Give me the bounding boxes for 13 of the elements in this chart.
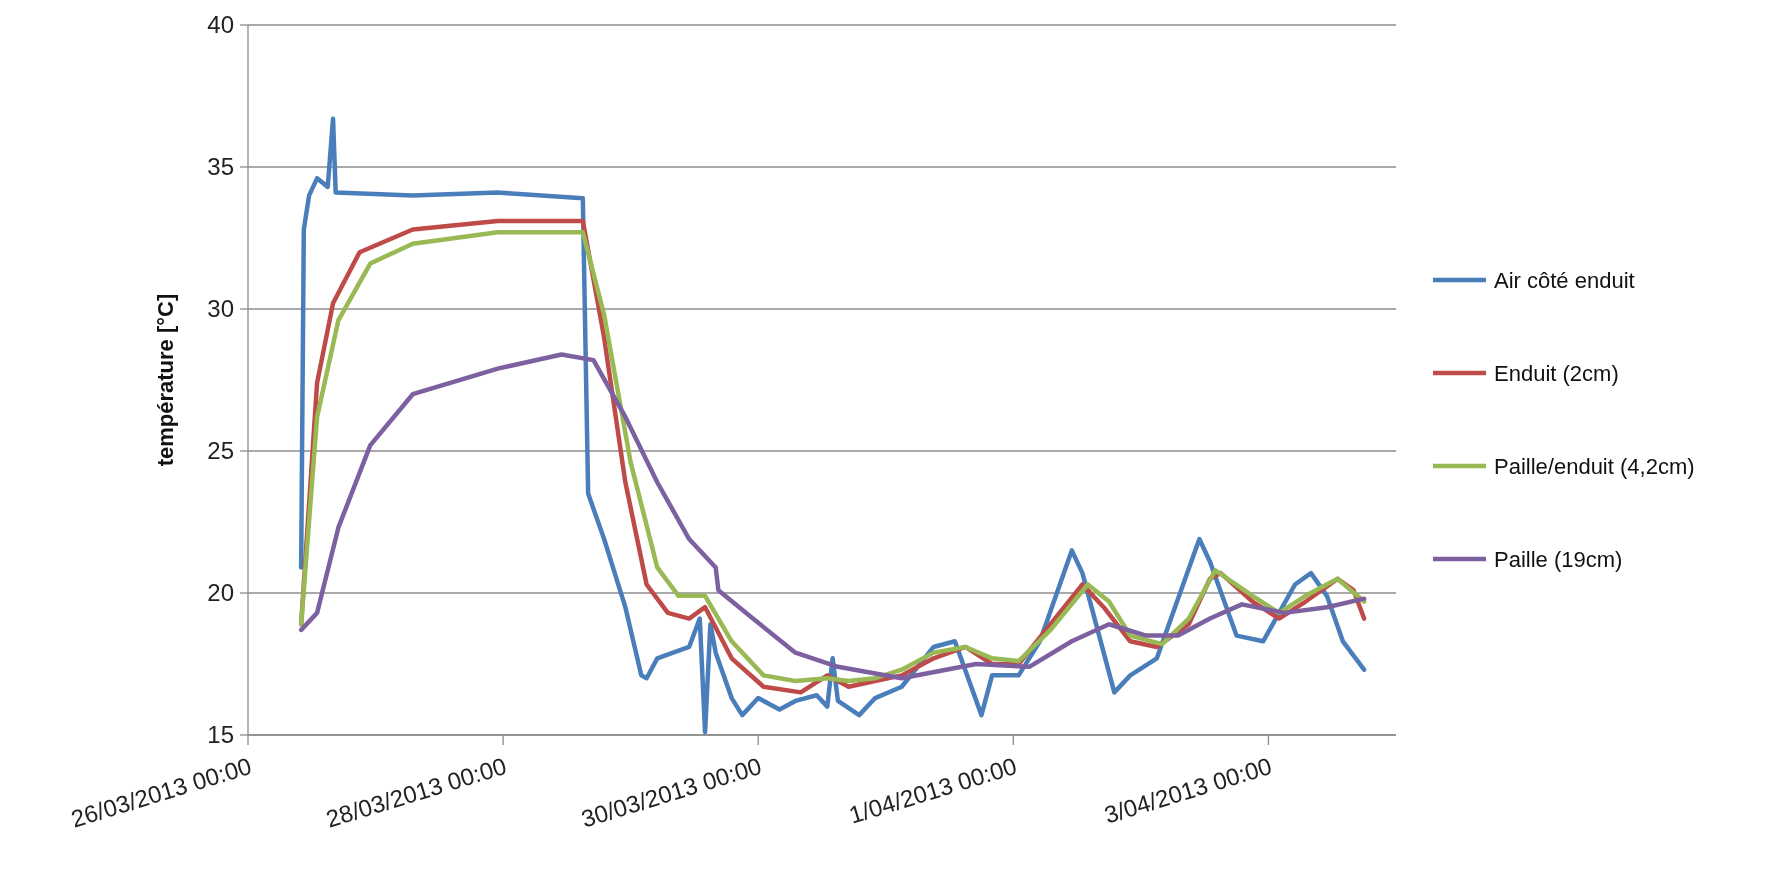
legend-label: Air côté enduit bbox=[1494, 267, 1635, 293]
line-series bbox=[298, 116, 1367, 735]
y-tick-label: 25 bbox=[207, 437, 234, 465]
legend-label: Paille (19cm) bbox=[1494, 546, 1623, 572]
legend-label: Enduit (2cm) bbox=[1494, 360, 1619, 386]
line-series bbox=[298, 352, 1367, 681]
y-axis-title: température [°C] bbox=[153, 293, 178, 467]
y-tick-label: 20 bbox=[207, 579, 234, 607]
y-tick-label: 15 bbox=[207, 721, 234, 749]
legend-label: Paille/enduit (4,2cm) bbox=[1494, 453, 1695, 479]
y-tick-label: 40 bbox=[207, 11, 234, 39]
y-tick-label: 30 bbox=[207, 295, 234, 323]
y-tick-label: 35 bbox=[207, 153, 234, 181]
